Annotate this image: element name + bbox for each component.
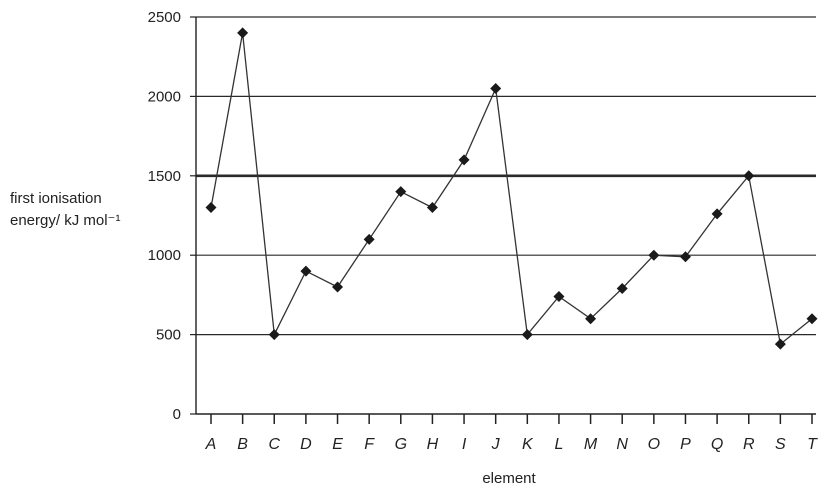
data-point-D — [300, 265, 312, 277]
x-tick-label-P: P — [680, 436, 691, 453]
y-tick-label-1500: 1500 — [148, 168, 181, 185]
data-point-N — [616, 283, 628, 295]
data-point-Q — [711, 208, 723, 220]
x-tick-label-O: O — [648, 436, 660, 453]
data-point-M — [585, 313, 597, 325]
x-tick-label-M: M — [584, 436, 598, 453]
data-point-O — [648, 249, 660, 261]
y-tick-label-2500: 2500 — [148, 9, 181, 26]
data-point-T — [806, 313, 818, 325]
x-tick-label-R: R — [743, 436, 755, 453]
data-point-H — [426, 202, 438, 214]
data-point-J — [490, 82, 502, 94]
x-tick-label-F: F — [364, 436, 375, 453]
data-point-K — [521, 329, 533, 341]
data-point-A — [205, 202, 217, 214]
y-tick-label-500: 500 — [156, 327, 181, 344]
data-point-S — [774, 338, 786, 350]
data-point-G — [395, 186, 407, 198]
data-point-I — [458, 154, 470, 166]
y-tick-label-0: 0 — [173, 406, 181, 423]
x-tick-label-S: S — [775, 436, 786, 453]
y-tick-label-1000: 1000 — [148, 247, 181, 264]
gridlines — [196, 16, 816, 336]
x-tick-labels: A B C D E F G H I J K L M N O P Q R S T — [205, 436, 818, 453]
data-point-F — [363, 233, 375, 245]
x-tick-label-E: E — [332, 436, 343, 453]
x-tick-label-Q: Q — [711, 436, 723, 453]
y-tick-label-2000: 2000 — [148, 88, 181, 105]
x-tick-label-D: D — [300, 436, 312, 453]
x-axis-label: element — [482, 470, 536, 486]
x-tick-label-N: N — [616, 436, 628, 453]
series-first-ionisation-energy — [205, 27, 818, 350]
x-tick-label-H: H — [427, 436, 439, 453]
data-point-R — [743, 170, 755, 182]
data-point-B — [237, 27, 249, 39]
x-tick-label-J: J — [491, 436, 501, 453]
x-tick-label-B: B — [237, 436, 248, 453]
y-tick-labels: 0 500 1000 1500 2000 2500 — [148, 9, 181, 423]
series-line — [210, 32, 813, 346]
x-tick-label-T: T — [807, 436, 818, 453]
data-point-C — [268, 329, 280, 341]
data-point-E — [332, 281, 344, 293]
y-axis-label-line1: first ionisation — [10, 190, 102, 207]
x-tick-label-A: A — [205, 436, 217, 453]
x-tick-label-I: I — [462, 436, 467, 453]
x-tick-label-L: L — [554, 436, 563, 453]
x-tick-label-G: G — [395, 436, 407, 453]
x-tick-label-K: K — [522, 436, 534, 453]
axes — [190, 16, 816, 424]
y-axis-label-line2: energy/ kJ mol⁻¹ — [10, 212, 121, 229]
data-point-P — [679, 251, 691, 263]
y-axis-label: first ionisation energy/ kJ mol⁻¹ — [10, 188, 160, 232]
x-tick-label-C: C — [268, 436, 280, 453]
data-point-L — [553, 290, 565, 302]
